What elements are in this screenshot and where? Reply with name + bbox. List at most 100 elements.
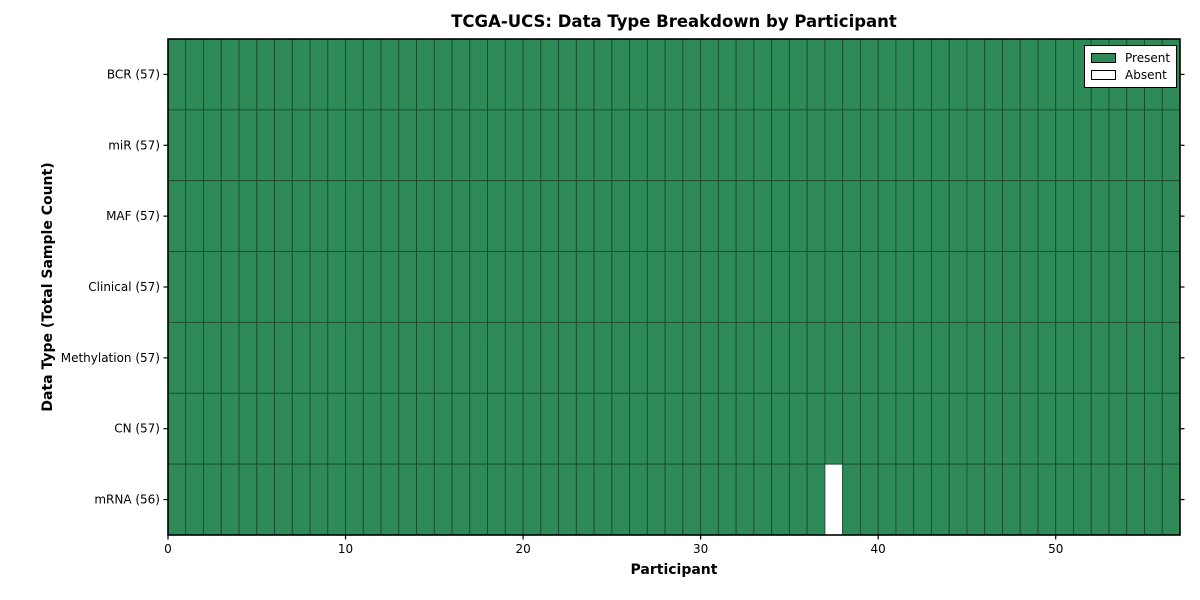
heatmap-cell bbox=[238, 463, 258, 536]
heatmap-cell bbox=[646, 463, 666, 536]
heatmap-cell bbox=[984, 251, 1003, 323]
heatmap-cell bbox=[309, 463, 329, 536]
heatmap-cell bbox=[700, 392, 719, 465]
heatmap-cell bbox=[291, 321, 311, 394]
heatmap-cell bbox=[487, 392, 506, 465]
heatmap-cell bbox=[575, 321, 595, 394]
heatmap-cell bbox=[1019, 180, 1039, 253]
heatmap-cell bbox=[203, 321, 222, 394]
present-swatch bbox=[1091, 53, 1116, 64]
heatmap-cell bbox=[1002, 109, 1021, 182]
heatmap-cell bbox=[1161, 321, 1181, 394]
heatmap-cell bbox=[1019, 109, 1039, 182]
heatmap-cell bbox=[1055, 180, 1074, 253]
heatmap-cell bbox=[913, 463, 932, 536]
heatmap-cell bbox=[345, 321, 364, 394]
heatmap-cell bbox=[469, 392, 489, 465]
heatmap-cell bbox=[540, 392, 560, 465]
heatmap-cell bbox=[753, 463, 773, 536]
heatmap-cell bbox=[842, 321, 861, 394]
heatmap-cell bbox=[930, 38, 950, 111]
heatmap-cell bbox=[753, 321, 773, 394]
heatmap-cell bbox=[700, 463, 719, 536]
heatmap-cell bbox=[433, 463, 453, 536]
heatmap-cell bbox=[682, 251, 702, 323]
heatmap-cell bbox=[469, 463, 489, 536]
heatmap-cell bbox=[913, 251, 932, 323]
heatmap-cell bbox=[540, 180, 560, 253]
heatmap-cell bbox=[256, 321, 275, 394]
heatmap-cell bbox=[771, 251, 790, 323]
heatmap-cell bbox=[788, 251, 808, 323]
heatmap-cell bbox=[842, 463, 861, 536]
heatmap-cell bbox=[398, 463, 418, 536]
heatmap-cell bbox=[433, 321, 453, 394]
heatmap-cell bbox=[1073, 251, 1092, 323]
heatmap-cell bbox=[877, 251, 897, 323]
heatmap-cell bbox=[238, 109, 258, 182]
heatmap-cell bbox=[203, 251, 222, 323]
heatmap-cell bbox=[895, 38, 915, 111]
heatmap-cell bbox=[558, 463, 577, 536]
heatmap-cell bbox=[398, 109, 418, 182]
heatmap-cell bbox=[274, 180, 293, 253]
legend-entry-present: Present bbox=[1091, 51, 1170, 66]
heatmap-cell bbox=[1002, 38, 1021, 111]
heatmap-cell bbox=[185, 109, 204, 182]
heatmap-cell bbox=[771, 109, 790, 182]
heatmap-cell bbox=[380, 180, 400, 253]
heatmap-cell bbox=[611, 463, 631, 536]
x-tick-label: 30 bbox=[693, 542, 708, 556]
heatmap-cell bbox=[487, 251, 506, 323]
heatmap-cell bbox=[309, 392, 329, 465]
heatmap-cell bbox=[575, 38, 595, 111]
heatmap-cell bbox=[575, 463, 595, 536]
heatmap-cell bbox=[859, 463, 879, 536]
heatmap-cell bbox=[1126, 180, 1145, 253]
heatmap-cell bbox=[611, 180, 631, 253]
heatmap-cell bbox=[1037, 109, 1057, 182]
heatmap-cell bbox=[1019, 392, 1039, 465]
heatmap-cell bbox=[593, 392, 613, 465]
heatmap-cell bbox=[1073, 321, 1092, 394]
heatmap-cell bbox=[877, 463, 897, 536]
heatmap-cell bbox=[1126, 251, 1145, 323]
heatmap-cell bbox=[185, 38, 204, 111]
heatmap-cell bbox=[416, 392, 435, 465]
heatmap-cell bbox=[735, 321, 755, 394]
heatmap-cell bbox=[966, 251, 986, 323]
heatmap-cell bbox=[771, 38, 790, 111]
heatmap-cell bbox=[824, 321, 844, 394]
heatmap-cell bbox=[345, 392, 364, 465]
heatmap-cell bbox=[717, 180, 737, 253]
heatmap-cell bbox=[380, 321, 400, 394]
heatmap-cell bbox=[274, 392, 293, 465]
heatmap-cell bbox=[895, 109, 915, 182]
heatmap-cell bbox=[842, 392, 861, 465]
heatmap-cell bbox=[398, 321, 418, 394]
heatmap-cell bbox=[824, 109, 844, 182]
heatmap-cell bbox=[877, 392, 897, 465]
heatmap-cell bbox=[291, 180, 311, 253]
heatmap-cell bbox=[1144, 251, 1163, 323]
heatmap-cell bbox=[1019, 463, 1039, 536]
heatmap-cell bbox=[984, 109, 1003, 182]
heatmap-cell bbox=[593, 251, 613, 323]
heatmap-cell bbox=[788, 463, 808, 536]
heatmap-cell bbox=[451, 180, 471, 253]
heatmap-cell bbox=[1002, 392, 1021, 465]
heatmap-cell bbox=[930, 180, 950, 253]
heatmap-cell bbox=[398, 251, 418, 323]
heatmap-cell bbox=[1055, 463, 1074, 536]
heatmap-cell bbox=[1108, 109, 1128, 182]
heatmap-cell bbox=[753, 251, 773, 323]
y-tick-label: BCR (57) bbox=[107, 67, 160, 81]
heatmap-cell bbox=[1126, 463, 1145, 536]
heatmap-cell bbox=[735, 251, 755, 323]
heatmap-cell bbox=[611, 321, 631, 394]
heatmap-cell bbox=[522, 392, 542, 465]
heatmap-cell bbox=[504, 392, 524, 465]
heatmap-cell bbox=[930, 463, 950, 536]
heatmap-cell bbox=[948, 463, 968, 536]
heatmap-cell bbox=[859, 321, 879, 394]
